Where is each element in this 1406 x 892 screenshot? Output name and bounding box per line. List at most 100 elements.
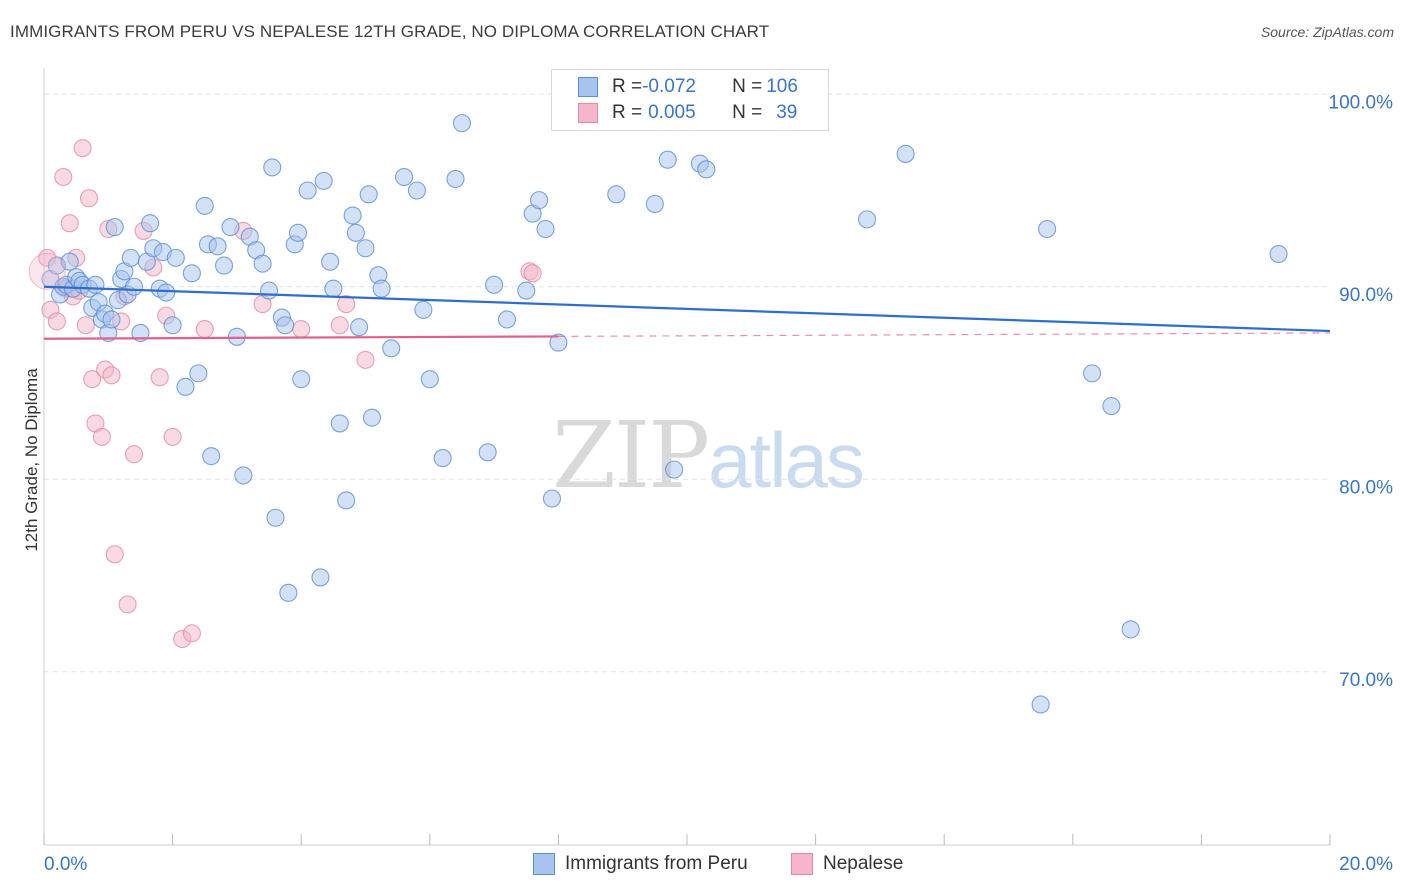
peru-point	[253, 254, 272, 273]
peru-point	[359, 185, 378, 204]
peru-point	[330, 414, 349, 433]
peru-point	[896, 144, 915, 163]
peru-point	[420, 370, 439, 389]
peru-point	[182, 264, 201, 283]
peru-point	[446, 169, 465, 188]
peru-point	[350, 318, 369, 337]
peru-point	[452, 114, 472, 133]
nepalese-point	[47, 312, 66, 331]
peru-point	[356, 239, 375, 258]
peru-point	[124, 277, 144, 296]
y-axis-label: 12th Grade, No Diploma	[22, 368, 41, 552]
peru-point	[221, 218, 240, 237]
y-tick-label: 100.0%	[1329, 92, 1394, 113]
nepalese-point	[330, 316, 349, 335]
peru-point	[433, 449, 452, 468]
peru-point	[314, 171, 333, 190]
peru-point	[208, 237, 227, 256]
peru-point	[549, 333, 568, 352]
peru-point	[517, 281, 536, 300]
legend-row-peru: R = -0.072 N = 106	[578, 75, 798, 99]
peru-point	[298, 181, 317, 200]
nepalese-point	[102, 366, 121, 385]
peru-point	[414, 300, 433, 319]
nepalese-point	[292, 320, 311, 339]
nepalese-point	[118, 595, 137, 614]
peru-point	[337, 491, 356, 510]
peru-point	[857, 210, 877, 229]
nepalese-cluster-point	[28, 252, 66, 290]
peru-point	[346, 223, 365, 242]
peru-point	[166, 248, 185, 267]
peru-point	[607, 185, 626, 204]
legend-label-peru: Immigrants from Peru	[565, 853, 748, 874]
nepalese-point	[195, 320, 214, 339]
peru-point	[542, 489, 562, 508]
nepalese-point	[60, 214, 79, 233]
peru-point	[324, 279, 343, 298]
series-legend-nepalese[interactable]: Nepalese	[791, 851, 903, 877]
legend-swatch-peru	[533, 853, 555, 875]
series-legend-peru[interactable]: Immigrants from Peru	[533, 851, 748, 877]
peru-point	[665, 460, 684, 479]
peru-point	[382, 339, 401, 358]
legend-r-value-nepalese: 0.005	[648, 102, 696, 123]
peru-point	[372, 279, 391, 298]
legend-n-value-nepalese: 39	[776, 102, 798, 123]
peru-point	[163, 316, 182, 335]
nepalese-point	[182, 624, 201, 643]
peru-point	[1083, 364, 1102, 383]
nepalese-point	[76, 316, 95, 335]
peru-point	[1269, 244, 1288, 264]
peru-point	[697, 160, 716, 179]
peru-point	[234, 466, 253, 485]
peru-point	[1031, 695, 1050, 714]
y-tick-label: 70.0%	[1339, 670, 1393, 691]
peru-point	[157, 283, 176, 302]
watermark-zip: ZIP	[552, 402, 710, 509]
x-tick-label: 0.0%	[44, 854, 87, 875]
nepalese-point	[73, 139, 92, 158]
peru-point	[288, 223, 308, 242]
peru-point	[485, 275, 504, 294]
peru-point	[343, 206, 362, 225]
nepalese-point	[79, 189, 99, 208]
peru-point	[263, 158, 282, 177]
nepalese-trend-line-extension	[558, 332, 1331, 338]
legend-row-nepalese: R = 0.005 N = 39	[578, 101, 797, 125]
legend-r-value-peru: -0.072	[642, 76, 696, 97]
legend-label-nepalese: Nepalese	[823, 853, 904, 874]
peru-point	[86, 275, 105, 294]
peru-point	[202, 447, 221, 466]
peru-point	[189, 364, 208, 383]
peru-point	[645, 194, 664, 214]
legend-swatch-peru	[578, 77, 598, 97]
peru-point	[530, 191, 549, 210]
chart-title: IMMIGRANTS FROM PERU VS NEPALESE 12TH GR…	[10, 22, 770, 41]
peru-point	[141, 214, 160, 233]
peru-point	[311, 568, 330, 587]
legend-r-label: R =	[612, 76, 643, 97]
peru-point	[121, 248, 140, 267]
source-label: Source: ZipAtlas.com	[1260, 24, 1394, 40]
nepalese-point	[54, 167, 73, 187]
watermark: ZIPatlas	[552, 402, 865, 509]
nepalese-point	[356, 350, 375, 369]
nepalese-point	[105, 545, 124, 564]
legend-r-label: R =	[612, 102, 643, 123]
peru-point	[321, 252, 340, 271]
peru-point	[60, 252, 79, 271]
peru-point	[395, 167, 414, 187]
nepalese-point	[523, 264, 542, 283]
peru-point	[658, 150, 677, 169]
peru-point	[1121, 620, 1140, 639]
peru-point	[407, 181, 426, 200]
nepalese-point	[163, 427, 182, 446]
peru-point	[102, 310, 121, 329]
nepalese-point	[92, 427, 111, 446]
peru-point	[1102, 397, 1121, 416]
legend-n-value-peru: 106	[766, 76, 798, 97]
peru-point	[1038, 219, 1057, 239]
peru-point	[195, 196, 214, 215]
nepalese-point	[124, 445, 144, 464]
